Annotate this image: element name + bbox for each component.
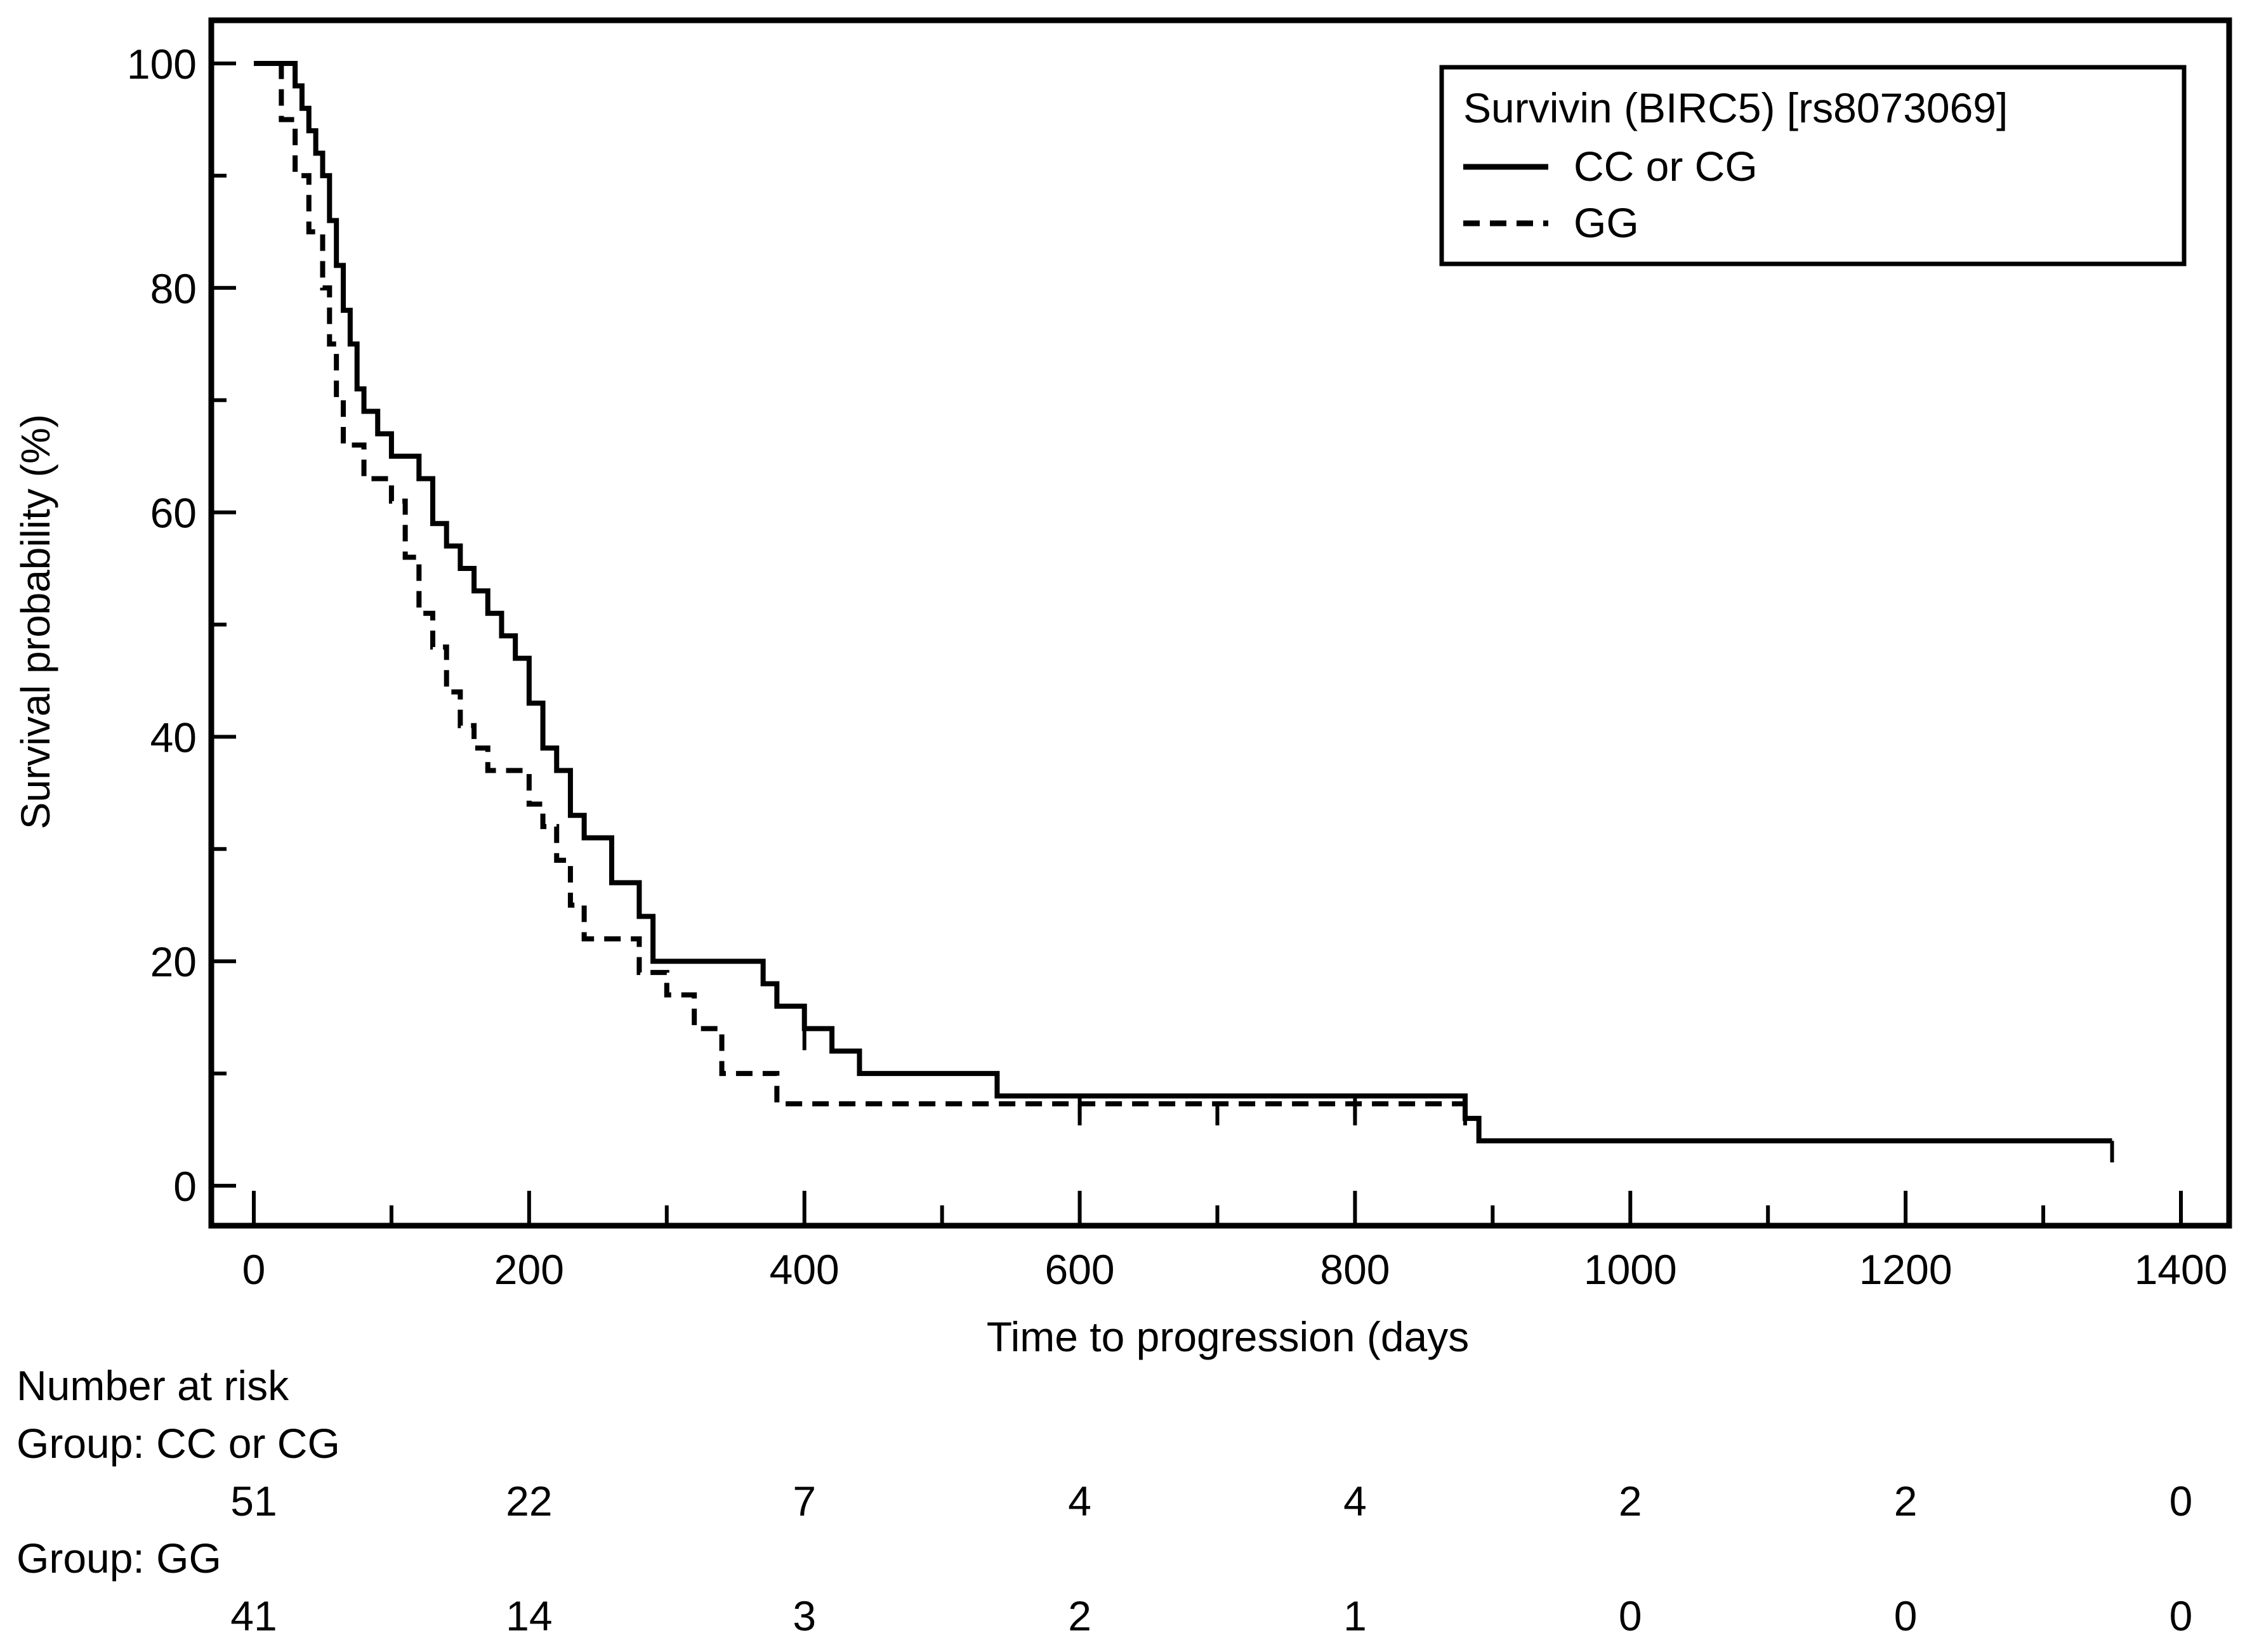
risk-count: 7 — [793, 1478, 816, 1524]
x-tick-label: 1400 — [2135, 1246, 2228, 1293]
risk-count: 14 — [506, 1592, 552, 1639]
legend-label-cc-or-cg: CC or CG — [1574, 143, 1758, 190]
risk-table-title: Number at risk — [16, 1362, 289, 1409]
legend-box — [1439, 65, 2187, 266]
risk-row-gg: 41 14 3 2 1 0 0 0 — [230, 1592, 2192, 1639]
risk-count: 0 — [2169, 1592, 2193, 1639]
x-tick-label: 0 — [242, 1246, 266, 1293]
risk-count: 0 — [1619, 1592, 1642, 1639]
risk-count: 2 — [1068, 1592, 1091, 1639]
risk-count: 51 — [230, 1478, 277, 1524]
risk-group-label-gg: Group: GG — [16, 1535, 221, 1582]
y-tick-label: 0 — [173, 1163, 197, 1210]
x-axis-label: Time to progression (days — [987, 1313, 1470, 1360]
survival-curves — [254, 61, 2114, 1163]
survival-curve-cc-or-cg — [254, 61, 2112, 1144]
risk-count: 0 — [2169, 1478, 2193, 1524]
risk-count: 0 — [1894, 1592, 1918, 1639]
legend: Survivin (BIRC5) [rs8073069] CC or CG GG — [1439, 65, 2187, 266]
risk-count: 1 — [1343, 1592, 1367, 1639]
risk-count: 22 — [506, 1478, 552, 1524]
risk-count: 2 — [1894, 1478, 1918, 1524]
x-tick-label: 800 — [1320, 1246, 1390, 1293]
plot-frame — [208, 17, 2232, 1229]
y-tick-label: 80 — [150, 265, 197, 312]
y-axis: 0 20 40 60 80 100 — [127, 41, 236, 1210]
risk-table: Number at risk Group: CC or CG 51 22 7 4 4 2 2… — [16, 1362, 2192, 1639]
risk-count: 4 — [1343, 1478, 1367, 1524]
legend-title: Survivin (BIRC5) [rs8073069] — [1463, 84, 2008, 131]
x-tick-label: 200 — [494, 1246, 564, 1293]
y-tick-label: 100 — [127, 41, 197, 88]
y-tick-label: 20 — [150, 938, 197, 985]
risk-group-label-cc-or-cg: Group: CC or CG — [16, 1420, 340, 1467]
x-axis: 0 200 400 600 800 1000 1200 1400 — [242, 1191, 2228, 1293]
risk-count: 2 — [1619, 1478, 1642, 1524]
risk-count: 41 — [230, 1592, 277, 1639]
x-tick-label: 1000 — [1584, 1246, 1677, 1293]
x-tick-label: 600 — [1045, 1246, 1115, 1293]
survival-curve-gg — [254, 61, 1465, 1106]
legend-label-gg: GG — [1574, 199, 1639, 246]
x-tick-label: 1200 — [1859, 1246, 1952, 1293]
x-tick-label: 400 — [770, 1246, 839, 1293]
y-tick-label: 60 — [150, 490, 197, 537]
y-tick-label: 40 — [150, 714, 197, 761]
risk-count: 3 — [793, 1592, 816, 1639]
risk-row-cc-or-cg: 51 22 7 4 4 2 2 0 — [230, 1478, 2192, 1524]
y-axis-label: Survival probability (%) — [13, 414, 58, 829]
risk-count: 4 — [1068, 1478, 1091, 1524]
